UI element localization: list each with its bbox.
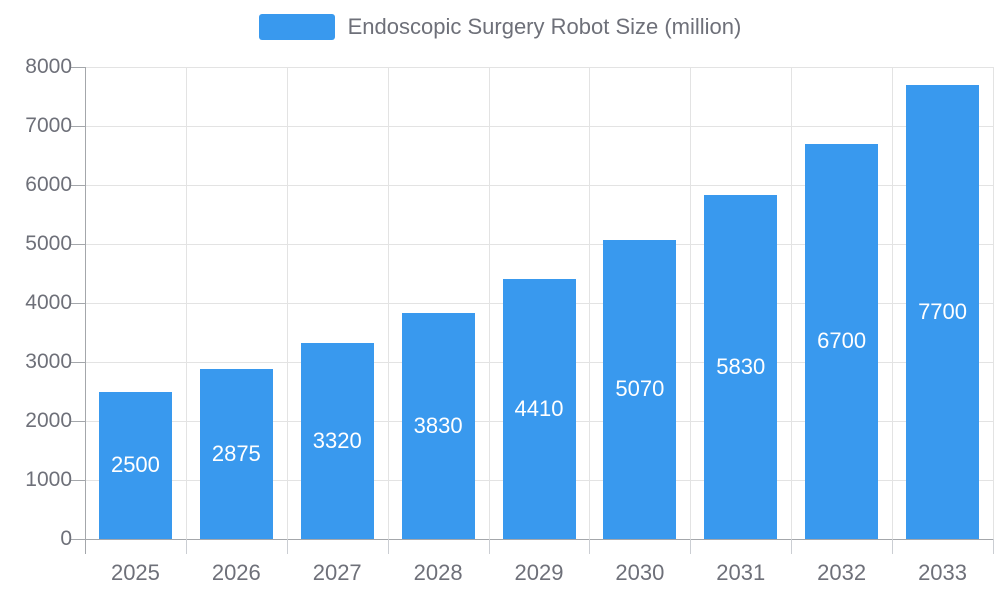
legend-swatch-icon xyxy=(258,14,335,40)
x-axis-tick xyxy=(791,539,793,554)
v-gridline xyxy=(589,67,591,539)
bar-value-label: 3320 xyxy=(312,428,362,454)
h-gridline xyxy=(85,244,993,245)
v-gridline xyxy=(993,67,994,539)
v-gridline xyxy=(791,67,793,539)
y-axis-tick-label: 8000 xyxy=(25,55,72,78)
x-axis-tick-label: 2033 xyxy=(918,560,968,585)
v-gridline xyxy=(488,67,490,539)
bar-2026[interactable]: 2875 xyxy=(199,369,273,539)
v-gridline xyxy=(690,67,692,539)
x-axis-tick-label: 2025 xyxy=(110,560,160,585)
y-axis-tick-label: 5000 xyxy=(25,232,72,255)
x-axis-tick xyxy=(185,539,187,554)
x-axis-tick xyxy=(286,539,288,554)
bar-2033[interactable]: 7700 xyxy=(906,84,980,539)
bar-value-label: 4410 xyxy=(514,395,564,421)
y-axis-tick xyxy=(70,362,85,363)
x-axis-tick-label: 2032 xyxy=(817,560,867,585)
y-axis-tick-label: 0 xyxy=(60,527,72,550)
y-axis-tick-label: 7000 xyxy=(25,114,72,137)
y-axis-tick-label: 4000 xyxy=(25,291,72,314)
h-gridline xyxy=(85,67,993,68)
y-axis-tick xyxy=(70,244,85,245)
x-axis-tick xyxy=(488,539,490,554)
bar-value-label: 6700 xyxy=(817,328,867,354)
x-axis-tick xyxy=(85,539,86,554)
bar-value-label: 2500 xyxy=(110,452,160,478)
bar-value-label: 2875 xyxy=(211,441,261,467)
x-axis-tick-label: 2029 xyxy=(514,560,564,585)
v-gridline xyxy=(185,67,187,539)
bar-2027[interactable]: 3320 xyxy=(300,343,374,539)
x-axis-tick-label: 2031 xyxy=(716,560,766,585)
bar-value-label: 5830 xyxy=(716,354,766,380)
v-gridline xyxy=(892,67,894,539)
x-axis-tick-label: 2028 xyxy=(413,560,463,585)
x-axis-tick-label: 2026 xyxy=(211,560,261,585)
legend-item[interactable]: Endoscopic Surgery Robot Size (million) xyxy=(0,14,1000,40)
v-gridline xyxy=(387,67,389,539)
plot-area: 2500 2875 3320 3830 4410 5070 5830 6700 7700 xyxy=(70,67,994,554)
bar-value-label: 7700 xyxy=(918,298,968,324)
y-axis-tick xyxy=(70,303,85,304)
y-axis-tick xyxy=(70,539,85,540)
v-gridline xyxy=(286,67,288,539)
y-axis-tick xyxy=(70,421,85,422)
x-axis-tick xyxy=(690,539,692,554)
bar-value-label: 3830 xyxy=(413,413,463,439)
x-axis-tick xyxy=(589,539,591,554)
x-axis-tick xyxy=(387,539,389,554)
y-axis-tick-label: 6000 xyxy=(25,173,72,196)
legend-label: Endoscopic Surgery Robot Size (million) xyxy=(347,14,742,39)
y-axis-tick-label: 2000 xyxy=(25,409,72,432)
h-gridline xyxy=(85,126,993,127)
y-axis-tick xyxy=(70,480,85,481)
x-axis-tick-label: 2030 xyxy=(615,560,665,585)
bar-2031[interactable]: 5830 xyxy=(704,195,778,539)
y-axis-tick-label: 3000 xyxy=(25,350,72,373)
x-axis-tick-label: 2027 xyxy=(312,560,362,585)
bar-value-label: 5070 xyxy=(615,376,665,402)
y-axis-tick xyxy=(70,126,85,127)
bar-2028[interactable]: 3830 xyxy=(401,313,475,539)
y-axis-line xyxy=(85,67,86,539)
bar-2032[interactable]: 6700 xyxy=(805,143,879,539)
bar-2030[interactable]: 5070 xyxy=(603,239,677,539)
bar-2025[interactable]: 2500 xyxy=(98,391,172,539)
h-gridline xyxy=(85,185,993,186)
y-axis-tick-label: 1000 xyxy=(25,468,72,491)
y-axis-tick xyxy=(70,185,85,186)
x-axis-tick xyxy=(993,539,994,554)
x-axis-line xyxy=(85,539,993,540)
bar-2029[interactable]: 4410 xyxy=(502,278,576,539)
x-axis-tick xyxy=(892,539,894,554)
y-axis-tick xyxy=(70,67,85,68)
